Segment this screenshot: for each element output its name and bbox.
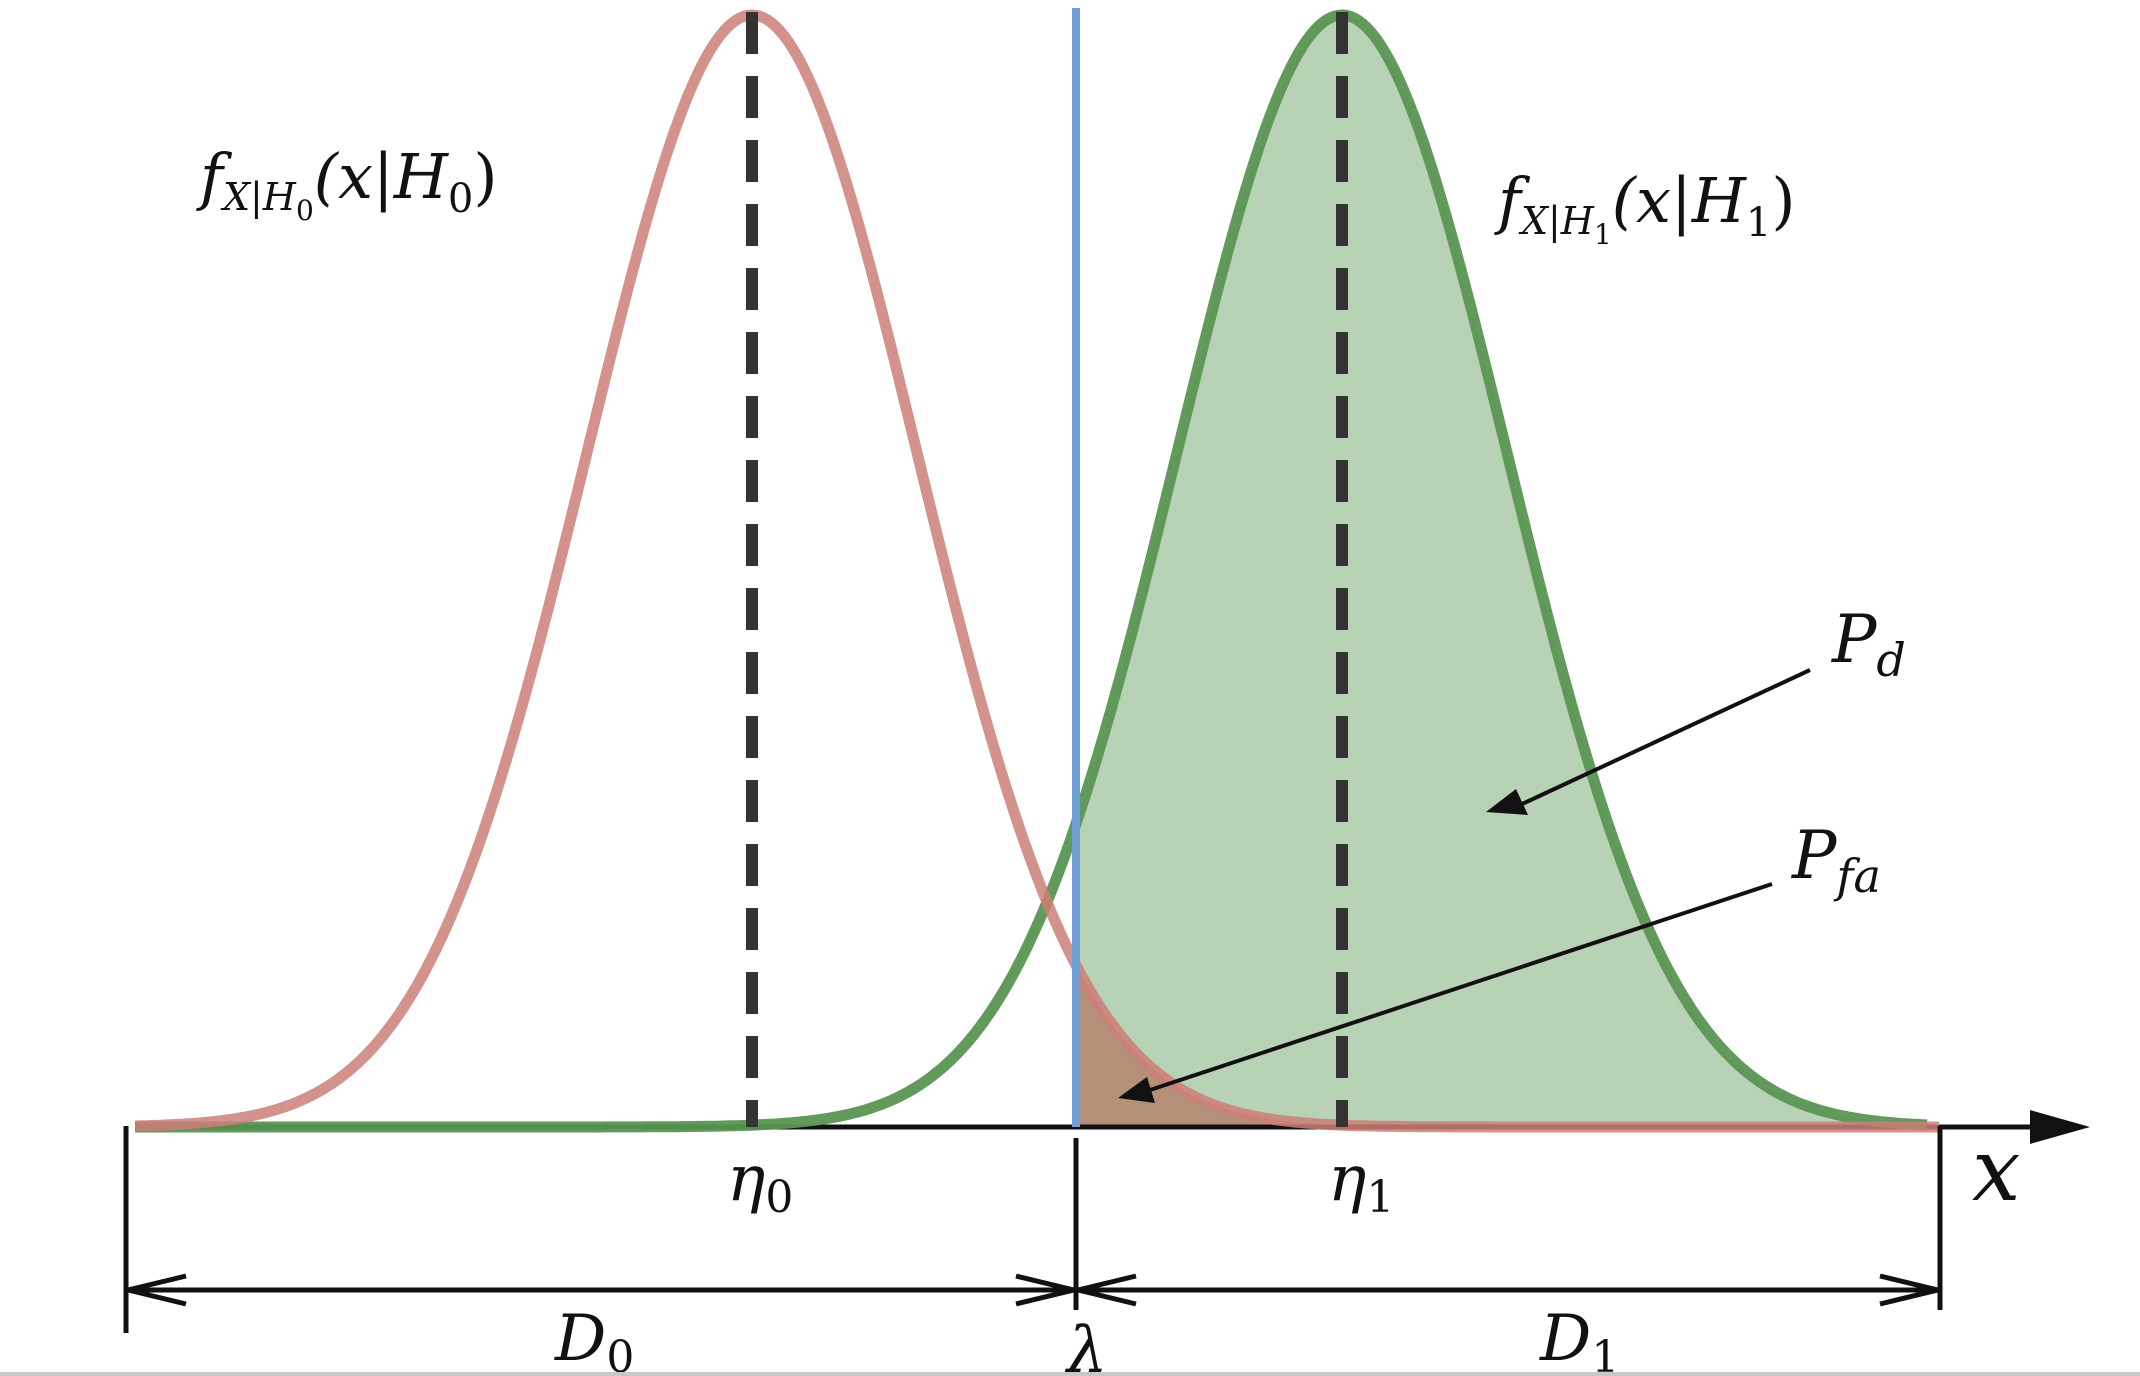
d0-label: D0	[554, 1302, 634, 1376]
pd-pointer-arrowhead	[1486, 789, 1528, 815]
pfa-label: Pfa	[1791, 817, 1881, 903]
d0-left-arrowhead	[127, 1273, 187, 1307]
pfa-pointer-line	[1149, 882, 1773, 1092]
pdf-h1-label: fX|H1(x|H1)	[1494, 164, 1796, 251]
d1-label: D1	[1539, 1302, 1619, 1376]
pdf-h0-label: fX|H0(x|H0)	[196, 140, 498, 227]
pfa-shaded-region	[1076, 965, 1940, 1127]
d1-left-arrowhead	[1077, 1273, 1137, 1307]
eta1-label: η1	[1328, 1142, 1394, 1223]
pd-label: Pd	[1831, 601, 1906, 687]
pfa-pointer-arrowhead	[1118, 1077, 1155, 1103]
pd-pointer-line	[1519, 668, 1811, 807]
h1-pdf-curve	[133, 9, 1929, 1133]
bottom-border	[0, 1372, 2140, 1376]
h0-pdf-curve	[133, 9, 1941, 1133]
x-axis-arrowhead	[2030, 1110, 2090, 1144]
pd-shaded-region	[1076, 15, 1930, 1127]
eta0-label: η0	[727, 1142, 793, 1223]
lambda-label: λ	[1064, 1314, 1108, 1376]
d1-right-arrowhead	[1879, 1273, 1939, 1307]
d0-right-arrowhead	[1015, 1273, 1075, 1307]
x-axis-label: x	[1972, 1121, 2021, 1221]
